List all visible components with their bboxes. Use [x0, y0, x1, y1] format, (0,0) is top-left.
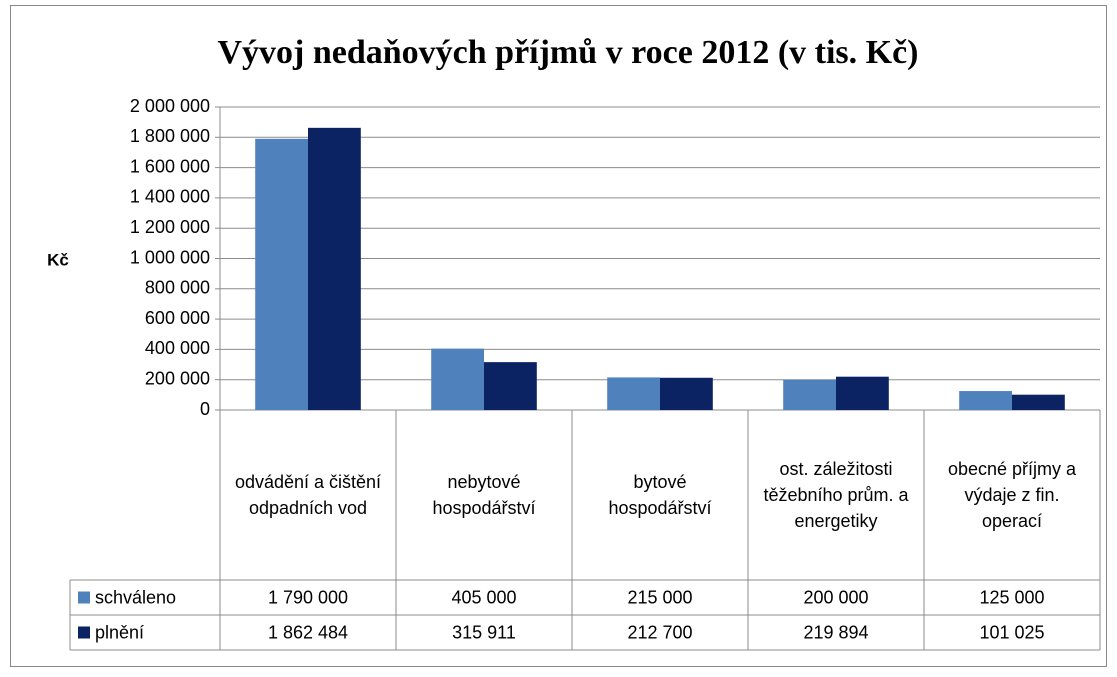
y-tick-label: 1 800 000: [130, 126, 210, 146]
bar: [959, 391, 1012, 410]
y-tick-label: 800 000: [145, 278, 210, 298]
x-tick-label: nebytové hospodářství: [432, 472, 536, 518]
x-tick-label: odvádění a čištění odpadních vod: [234, 472, 382, 518]
y-tick-label: 0: [200, 399, 210, 419]
table-value: 315 911: [452, 622, 516, 642]
y-axis-label: Kč: [47, 250, 69, 269]
y-tick-label: 1 400 000: [130, 187, 210, 207]
y-tick-label: 400 000: [145, 338, 210, 358]
category-cell: bytové hospodářství: [608, 472, 712, 518]
y-tick-label: 1 200 000: [130, 217, 210, 237]
bar: [783, 379, 836, 410]
chart-title: Vývoj nedaňových příjmů v roce 2012 (v t…: [217, 34, 918, 71]
bar: [836, 376, 889, 410]
bar: [1012, 394, 1065, 410]
category-cell: nebytové hospodářství: [432, 472, 536, 518]
y-tick-label: 600 000: [145, 308, 210, 328]
table-value: 1 790 000: [268, 587, 348, 607]
bar: [484, 362, 537, 410]
y-tick-label: 1 600 000: [130, 156, 210, 176]
legend-label: schváleno: [95, 587, 176, 607]
table-value: 212 700: [627, 622, 692, 642]
bar: [607, 377, 660, 410]
category-cell: ost. záležitosti těžebního prům. a energ…: [763, 459, 909, 531]
y-tick-label: 200 000: [145, 368, 210, 388]
table-value: 101 025: [979, 622, 1044, 642]
bar: [308, 127, 361, 410]
table-value: 219 894: [803, 622, 868, 642]
x-tick-label: bytové hospodářství: [608, 472, 712, 518]
x-tick-label: obecné příjmy a výdaje z fin. operací: [947, 459, 1077, 531]
table-value: 405 000: [451, 587, 516, 607]
bar: [431, 348, 484, 410]
table-value: 200 000: [803, 587, 868, 607]
y-tick-label: 1 000 000: [130, 247, 210, 267]
legend-swatch: [78, 626, 90, 639]
category-cell: odvádění a čištění odpadních vod: [234, 472, 382, 518]
table-value: 125 000: [979, 587, 1044, 607]
category-cell: obecné příjmy a výdaje z fin. operací: [947, 459, 1077, 531]
legend-label: plnění: [95, 622, 144, 642]
bar: [660, 377, 713, 410]
bar: [255, 138, 308, 410]
x-tick-label: ost. záležitosti těžebního prům. a energ…: [763, 459, 909, 531]
legend-swatch: [78, 591, 90, 604]
table-value: 215 000: [627, 587, 692, 607]
table-value: 1 862 484: [268, 622, 348, 642]
y-tick-label: 2 000 000: [130, 96, 210, 116]
